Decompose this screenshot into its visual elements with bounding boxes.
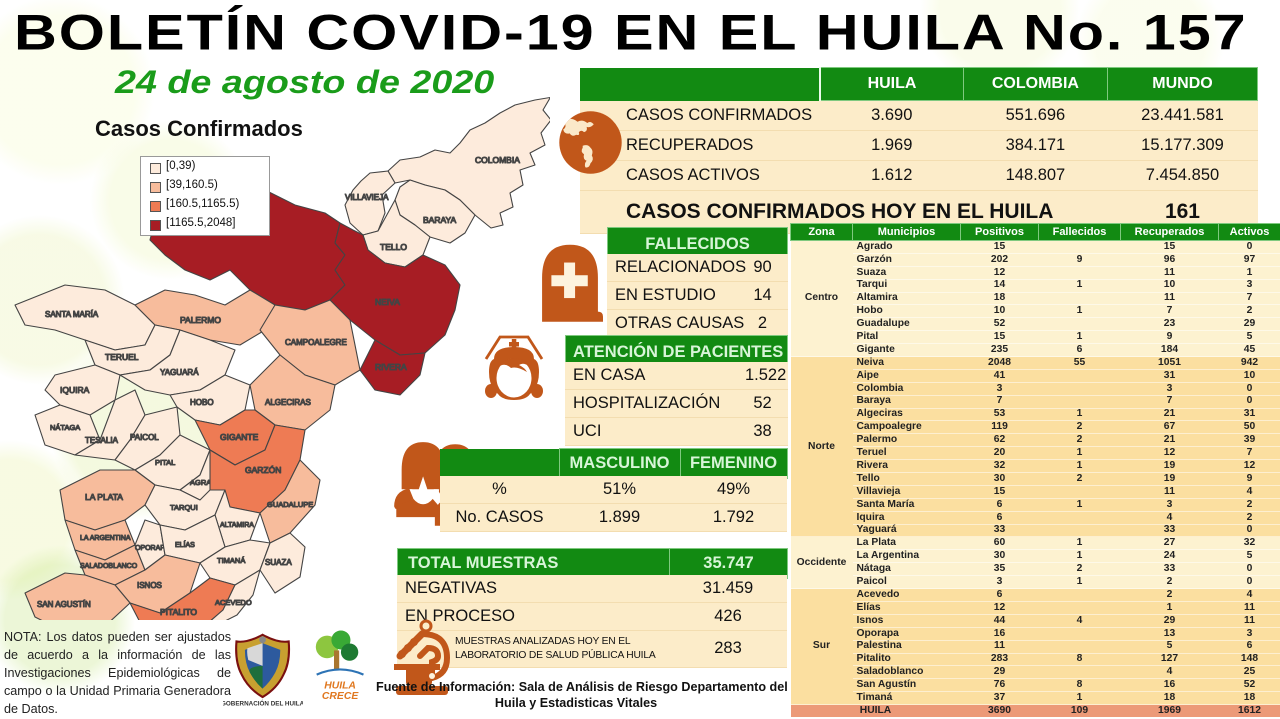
svg-text:PAICOL: PAICOL (130, 433, 159, 442)
svg-text:SAN AGUSTÍN: SAN AGUSTÍN (37, 600, 91, 609)
svg-text:HUILA: HUILA (324, 681, 356, 692)
svg-text:IQUIRA: IQUIRA (60, 385, 90, 395)
svg-text:ALGECIRAS: ALGECIRAS (265, 398, 311, 407)
svg-text:GOBERNACIÓN DEL HUILA: GOBERNACIÓN DEL HUILA (223, 698, 303, 707)
svg-text:BARAYA: BARAYA (423, 215, 457, 225)
svg-text:SALADOBLANCO: SALADOBLANCO (80, 563, 138, 570)
svg-text:GARZÓN: GARZÓN (245, 465, 281, 475)
svg-text:ISNOS: ISNOS (137, 581, 162, 590)
svg-text:RIVERA: RIVERA (375, 362, 407, 372)
svg-text:CAMPOALEGRE: CAMPOALEGRE (285, 338, 347, 347)
svg-text:COLOMBIA: COLOMBIA (475, 155, 520, 165)
svg-text:LA PLATA: LA PLATA (85, 492, 123, 502)
svg-text:VILLAVIEJA: VILLAVIEJA (345, 193, 389, 202)
svg-text:SUAZA: SUAZA (265, 558, 292, 567)
svg-text:SANTA MARÍA: SANTA MARÍA (45, 310, 99, 319)
svg-text:NEIVA: NEIVA (375, 297, 400, 307)
svg-text:TARQUI: TARQUI (170, 503, 198, 512)
svg-text:TELLO: TELLO (380, 242, 407, 252)
svg-text:GIGANTE: GIGANTE (220, 432, 259, 442)
svg-text:ELÍAS: ELÍAS (175, 540, 195, 549)
svg-text:YAGUARÁ: YAGUARÁ (160, 368, 199, 377)
svg-text:ALTAMIRA: ALTAMIRA (220, 522, 254, 529)
svg-text:NÁTAGA: NÁTAGA (50, 423, 80, 432)
svg-text:PALERMO: PALERMO (180, 315, 221, 325)
svg-text:PITALITO: PITALITO (160, 607, 197, 617)
svg-text:TERUEL: TERUEL (105, 352, 139, 362)
svg-text:TESALIA: TESALIA (85, 436, 119, 445)
svg-text:PITAL: PITAL (155, 458, 175, 467)
svg-text:HOBO: HOBO (190, 398, 214, 407)
svg-text:TIMANÁ: TIMANÁ (217, 556, 245, 565)
svg-text:ACEVEDO: ACEVEDO (215, 598, 252, 607)
svg-text:LA ARGENTINA: LA ARGENTINA (80, 535, 131, 542)
svg-text:CRECE: CRECE (322, 691, 359, 702)
svg-text:GUADALUPE: GUADALUPE (267, 500, 313, 509)
